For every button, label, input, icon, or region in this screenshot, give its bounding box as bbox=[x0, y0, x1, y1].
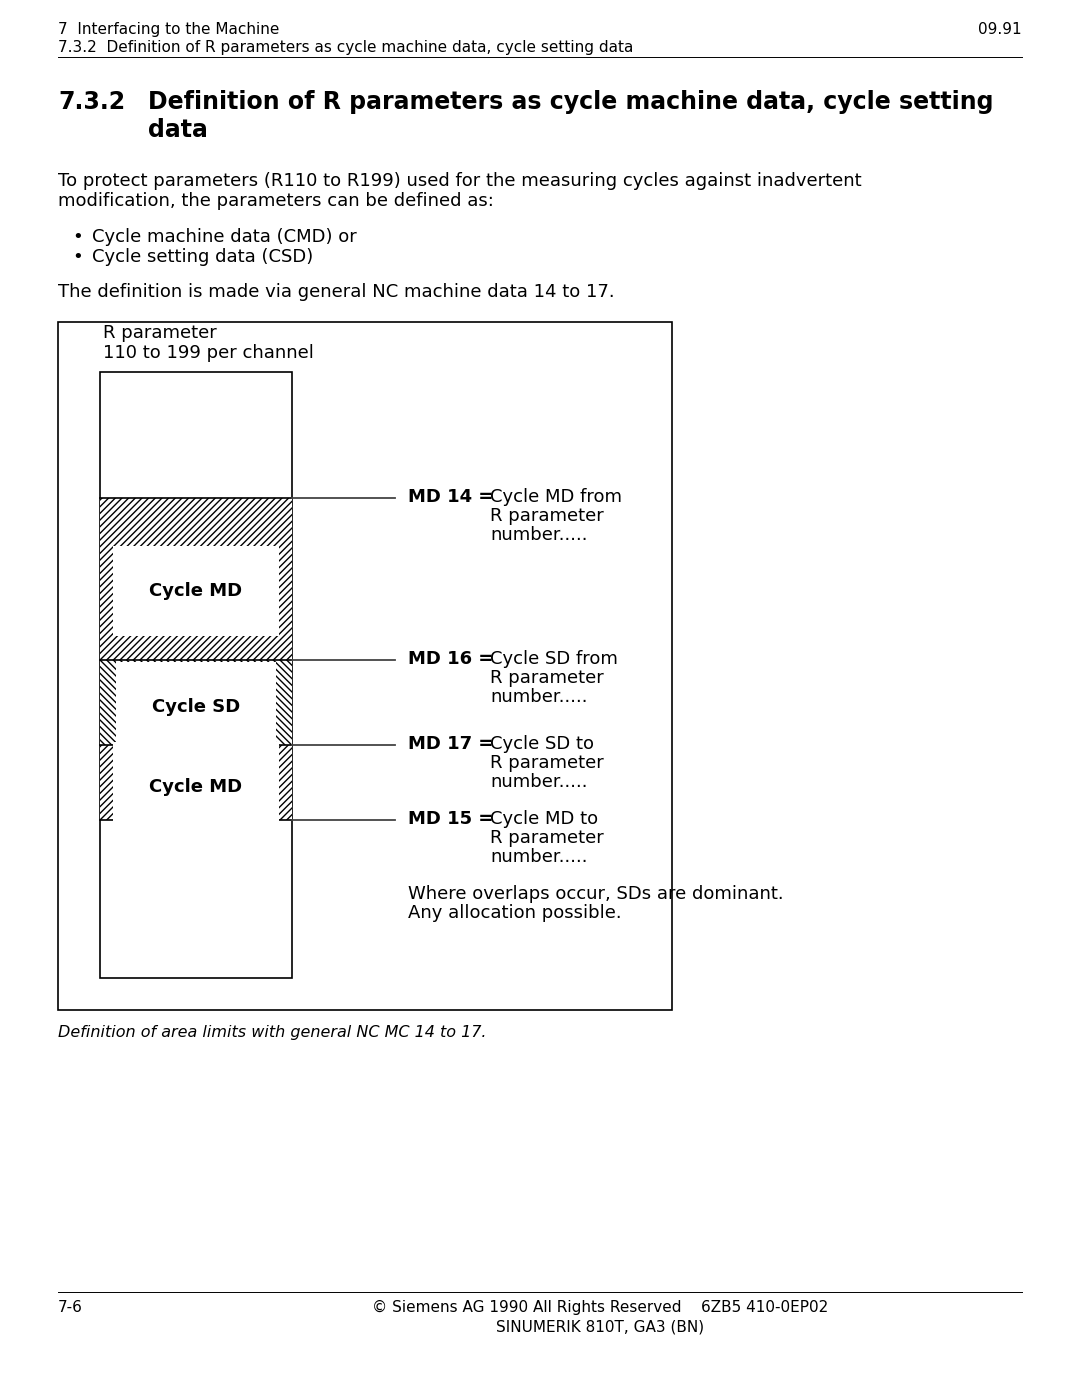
Text: •: • bbox=[72, 249, 83, 265]
Text: number.....: number..... bbox=[490, 687, 588, 705]
Text: number.....: number..... bbox=[490, 773, 588, 791]
Text: To protect parameters (R110 to R199) used for the measuring cycles against inadv: To protect parameters (R110 to R199) use… bbox=[58, 172, 862, 190]
Text: number.....: number..... bbox=[490, 848, 588, 866]
Text: Cycle MD: Cycle MD bbox=[149, 583, 243, 599]
Text: 7.3.2: 7.3.2 bbox=[58, 89, 125, 115]
Text: MD 17 =: MD 17 = bbox=[408, 735, 494, 753]
Bar bbox=[100, 497, 292, 659]
Text: Definition of area limits with general NC MC 14 to 17.: Definition of area limits with general N… bbox=[58, 1025, 486, 1039]
Text: data: data bbox=[148, 117, 207, 142]
Text: Cycle MD from: Cycle MD from bbox=[490, 488, 622, 506]
Text: Cycle MD: Cycle MD bbox=[149, 778, 243, 796]
Bar bbox=[58, 321, 672, 1010]
Text: 7-6: 7-6 bbox=[58, 1301, 83, 1315]
Text: The definition is made via general NC machine data 14 to 17.: The definition is made via general NC ma… bbox=[58, 284, 615, 300]
Text: R parameter: R parameter bbox=[490, 828, 604, 847]
Text: 09.91: 09.91 bbox=[978, 22, 1022, 36]
Text: R parameter: R parameter bbox=[490, 754, 604, 773]
Text: Any allocation possible.: Any allocation possible. bbox=[408, 904, 622, 922]
Text: R parameter: R parameter bbox=[103, 324, 217, 342]
Text: R parameter: R parameter bbox=[490, 669, 604, 687]
Bar bbox=[100, 745, 292, 820]
Text: modification, the parameters can be defined as:: modification, the parameters can be defi… bbox=[58, 191, 494, 210]
Text: •: • bbox=[72, 228, 83, 246]
Text: Definition of R parameters as cycle machine data, cycle setting: Definition of R parameters as cycle mach… bbox=[148, 89, 994, 115]
Text: Cycle MD to: Cycle MD to bbox=[490, 810, 598, 828]
Bar bbox=[100, 659, 292, 745]
Bar bbox=[100, 372, 292, 978]
Text: MD 15 =: MD 15 = bbox=[408, 810, 494, 828]
Text: SINUMERIK 810T, GA3 (BN): SINUMERIK 810T, GA3 (BN) bbox=[496, 1320, 704, 1336]
Text: Where overlaps occur, SDs are dominant.: Where overlaps occur, SDs are dominant. bbox=[408, 886, 784, 902]
Text: MD 14 =: MD 14 = bbox=[408, 488, 494, 506]
Text: Cycle SD from: Cycle SD from bbox=[490, 650, 618, 668]
Text: R parameter: R parameter bbox=[490, 507, 604, 525]
Text: MD 16 =: MD 16 = bbox=[408, 650, 494, 668]
Text: Cycle machine data (CMD) or: Cycle machine data (CMD) or bbox=[92, 228, 356, 246]
Text: 7  Interfacing to the Machine: 7 Interfacing to the Machine bbox=[58, 22, 280, 36]
Text: Cycle SD to: Cycle SD to bbox=[490, 735, 594, 753]
Text: Cycle SD: Cycle SD bbox=[152, 698, 240, 717]
Text: Cycle setting data (CSD): Cycle setting data (CSD) bbox=[92, 249, 313, 265]
Text: © Siemens AG 1990 All Rights Reserved    6ZB5 410-0EP02: © Siemens AG 1990 All Rights Reserved 6Z… bbox=[372, 1301, 828, 1315]
Text: 110 to 199 per channel: 110 to 199 per channel bbox=[103, 344, 314, 362]
Text: number.....: number..... bbox=[490, 527, 588, 543]
Text: 7.3.2  Definition of R parameters as cycle machine data, cycle setting data: 7.3.2 Definition of R parameters as cycl… bbox=[58, 41, 633, 54]
